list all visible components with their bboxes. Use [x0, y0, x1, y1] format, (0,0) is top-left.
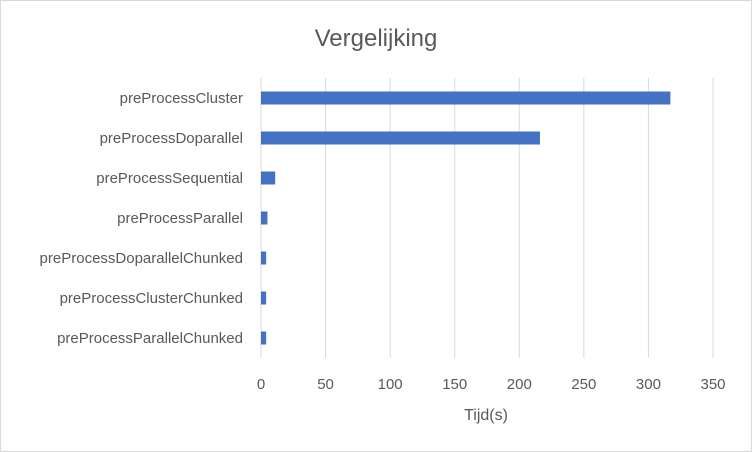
x-tick-label: 250	[571, 376, 596, 393]
bars	[261, 91, 671, 345]
gridlines	[260, 78, 714, 358]
x-tick-label: 150	[442, 376, 467, 393]
bar-preProcessDoparallel	[261, 131, 540, 145]
x-tick-label: 50	[317, 376, 334, 393]
category-label: preProcessParallel	[117, 210, 243, 227]
category-label: preProcessClusterChunked	[60, 290, 243, 307]
category-label: preProcessDoparallel	[100, 130, 243, 147]
category-label: preProcessSequential	[96, 170, 243, 187]
x-tick-labels: 0 50 100 150 200 250 300 350	[257, 376, 726, 393]
category-label: preProcessCluster	[120, 90, 243, 107]
bar-preProcessParallel	[261, 211, 268, 225]
bar-preProcessCluster	[261, 91, 671, 105]
x-axis-label: Tijd(s)	[464, 407, 508, 424]
category-label: preProcessParallelChunked	[57, 330, 243, 347]
bar-preProcessClusterChunked	[261, 291, 267, 305]
x-tick-label: 100	[378, 376, 403, 393]
x-tick-label: 200	[507, 376, 532, 393]
bar-preProcessDoparallelChunked	[261, 251, 267, 265]
x-tick-label: 300	[636, 376, 661, 393]
x-tick-label: 0	[257, 376, 265, 393]
category-label: preProcessDoparallelChunked	[40, 250, 243, 267]
category-labels: preProcessCluster preProcessDoparallel pre…	[40, 90, 243, 347]
bar-preProcessParallelChunked	[261, 331, 267, 345]
chart-title: Vergelijking	[315, 25, 438, 52]
bar-preProcessSequential	[261, 171, 276, 185]
x-tick-label: 350	[700, 376, 725, 393]
